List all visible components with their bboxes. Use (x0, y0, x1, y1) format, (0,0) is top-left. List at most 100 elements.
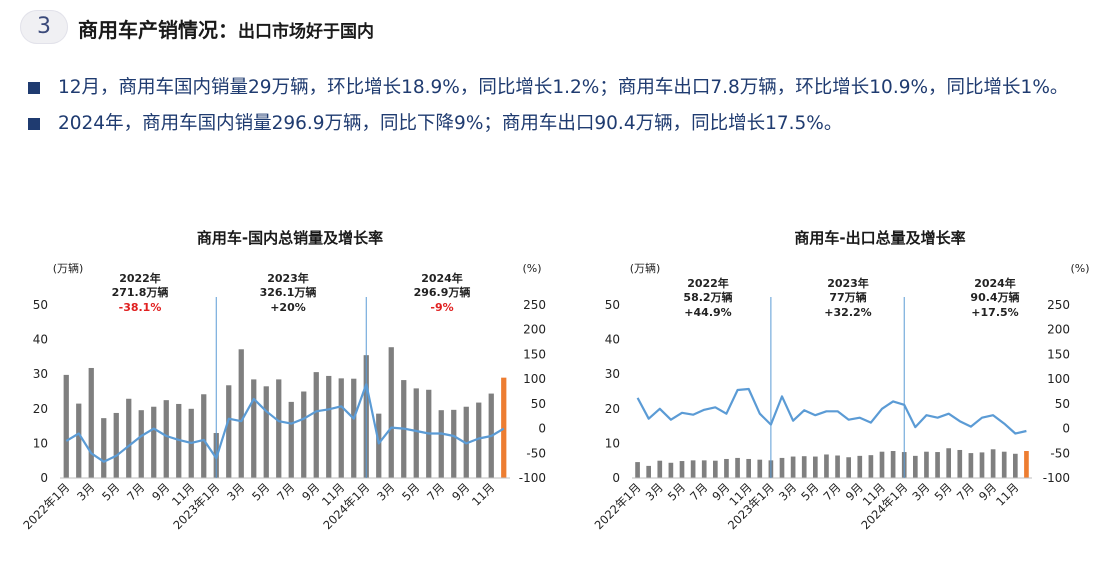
right-axis-tick-label: 0 (538, 422, 546, 436)
bar (101, 418, 107, 478)
left-axis-tick-label: 0 (612, 471, 620, 485)
bar (846, 457, 851, 478)
x-axis-tick-label: 7月 (274, 480, 297, 503)
bar (1001, 451, 1007, 478)
left-axis-tick-label: 10 (605, 436, 620, 450)
annotation-total: 58.2万辆 (683, 290, 732, 304)
bar (824, 454, 829, 478)
bar (890, 451, 896, 478)
bullet-list: 12月，商用车国内销量29万辆，环比增长18.9%，同比增长1.2%；商用车出口… (28, 70, 1103, 142)
bar (1024, 451, 1029, 478)
annotation-year: 2023年 (267, 271, 309, 285)
right-axis-tick-label: 100 (1047, 372, 1070, 386)
bar (113, 412, 119, 478)
annotation-total: 296.9万辆 (414, 285, 471, 299)
right-axis-tick-label: 200 (1047, 323, 1070, 337)
right-axis-tick-label: 50 (531, 397, 546, 411)
bullet-item-december: 12月，商用车国内销量29万辆，环比增长18.9%，同比增长1.2%；商用车出口… (28, 70, 1103, 106)
bar (679, 461, 685, 478)
annotation-year: 2022年 (687, 276, 729, 290)
bar (438, 410, 444, 478)
x-axis-tick-label: 7月 (820, 480, 843, 503)
right-axis-tick-label: 50 (1055, 397, 1070, 411)
bar (635, 462, 640, 478)
bar (276, 379, 282, 478)
bar (288, 401, 294, 478)
bar (646, 465, 651, 478)
right-axis-tick-label: 150 (523, 347, 546, 361)
bar (924, 451, 929, 478)
bar (835, 455, 840, 478)
x-axis-tick-label: 2022年1月 (20, 480, 72, 532)
annotation-total: 77万辆 (829, 290, 866, 304)
bullet-item-year-2024: 2024年，商用车国内销量296.9万辆，同比下降9%；商用车出口90.4万辆，… (28, 106, 1103, 142)
x-axis-tick-label: 3月 (224, 480, 247, 503)
annotation-year: 2022年 (119, 271, 161, 285)
bar (735, 457, 740, 478)
bar (946, 448, 951, 478)
annotation-growth: +32.2% (824, 306, 871, 319)
bar (913, 455, 918, 478)
bar (301, 391, 307, 478)
left-axis-tick-label: 50 (605, 298, 620, 312)
bar (138, 410, 144, 478)
x-axis-tick-label: 5月 (798, 480, 821, 503)
growth-rate-line (636, 387, 1027, 435)
bar (163, 400, 169, 478)
bar (226, 385, 232, 478)
bar (879, 451, 885, 478)
x-axis-tick-label: 3月 (643, 480, 666, 503)
annotation-growth: +44.9% (684, 306, 731, 319)
bar (63, 374, 69, 478)
bar (724, 458, 729, 478)
bar (476, 402, 482, 478)
x-axis-tick-label: 3月 (776, 480, 799, 503)
right-axis-tick-label: 150 (1047, 347, 1070, 361)
x-axis-tick-label: 11月 (993, 480, 1021, 508)
domestic-sales-chart: 商用车-国内总销量及增长率 (万辆) (%) 0 10 20 30 40 50 -100 -50 0 5… (20, 229, 546, 532)
right-axis-tick-label: -100 (519, 471, 546, 485)
bar (790, 456, 796, 478)
bar (413, 388, 419, 478)
bar (1013, 453, 1018, 478)
growth-rate-line (65, 383, 505, 463)
right-axis-tick-label: 250 (1047, 298, 1070, 312)
left-axis-unit: (万辆) (630, 261, 661, 275)
bar (88, 367, 94, 478)
annotation-total: 326.1万辆 (260, 285, 317, 299)
bar (779, 457, 785, 478)
annotation-growth: +20% (270, 301, 306, 314)
bar (757, 459, 763, 478)
bar (376, 413, 382, 478)
bar (968, 453, 974, 478)
x-axis-tick-label: 7月 (954, 480, 977, 503)
annotation-total: 90.4万辆 (970, 290, 1019, 304)
bar (990, 449, 996, 478)
right-axis-tick-label: -50 (526, 446, 546, 460)
x-axis-tick-label: 7月 (424, 480, 447, 503)
page-title: 商用车产销情况：出口市场好于国内 (78, 14, 374, 43)
bar (801, 456, 807, 478)
x-axis-tick-label: 5月 (99, 480, 122, 503)
annotation-year: 2023年 (827, 276, 869, 290)
x-axis-tick-label: 11月 (469, 480, 497, 508)
left-axis-tick-label: 30 (33, 367, 48, 381)
bar (746, 458, 751, 478)
right-axis-tick-label: -100 (1043, 471, 1070, 485)
bar (713, 460, 718, 478)
title-main: 商用车产销情况： (78, 18, 238, 42)
bar (935, 452, 940, 478)
left-axis-tick-label: 40 (33, 333, 48, 347)
bar (857, 455, 863, 478)
annotation-year: 2024年 (421, 271, 463, 285)
bar (701, 460, 707, 478)
bar (979, 452, 985, 478)
section-number-badge: 3 (20, 10, 68, 44)
export-sales-chart: 商用车-出口总量及增长率 (万辆) (%) 0 10 20 30 40 50 -100 -50 0 50… (592, 229, 1090, 532)
bar (501, 377, 507, 478)
right-axis-unit: (%) (522, 262, 541, 275)
bar (326, 375, 332, 478)
bar (451, 409, 457, 478)
slide-header: 3 商用车产销情况：出口市场好于国内 (0, 0, 1114, 58)
bar (813, 456, 818, 478)
